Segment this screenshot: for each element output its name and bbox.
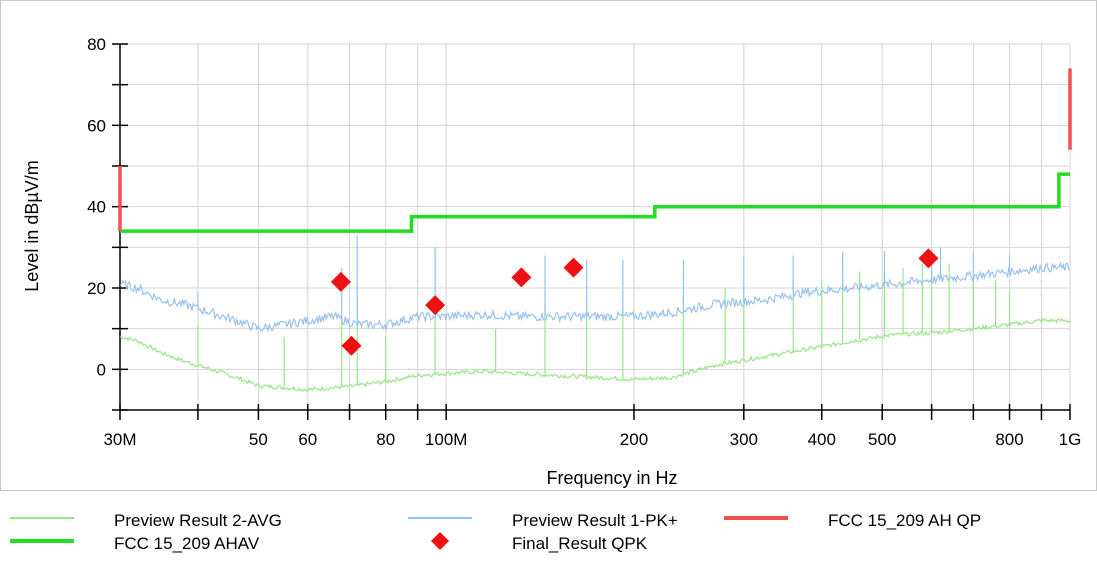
final-result-marker <box>563 257 584 278</box>
x-tick-label: 50 <box>249 430 268 449</box>
legend-label: FCC 15_209 AHAV <box>114 534 260 553</box>
series-avg-line <box>119 259 1071 393</box>
final-result-marker <box>341 335 362 356</box>
x-tick-label: 400 <box>808 430 836 449</box>
x-tick-label: 800 <box>995 430 1023 449</box>
final-result-marker <box>511 267 532 288</box>
y-tick-label: 80 <box>87 35 106 54</box>
x-tick-label: 100M <box>425 430 468 449</box>
x-tick-label: 1G <box>1059 430 1082 449</box>
y-tick-label: 0 <box>97 360 106 379</box>
y-tick-label: 40 <box>87 198 106 217</box>
final-result-marker <box>918 248 939 269</box>
x-tick-label: 200 <box>620 430 648 449</box>
y-tick-label: 20 <box>87 279 106 298</box>
series-pk-line <box>119 235 1071 333</box>
final-result-marker <box>425 295 446 316</box>
x-tick-label: 30M <box>103 430 136 449</box>
legend-label: Final_Result QPK <box>512 534 648 553</box>
legend-swatch <box>431 532 449 550</box>
series-layer <box>118 68 1072 393</box>
y-tick-label: 60 <box>87 116 106 135</box>
x-tick-label: 300 <box>730 430 758 449</box>
legend-label: Preview Result 2-AVG <box>114 511 282 530</box>
legend-label: Preview Result 1-PK+ <box>512 511 678 530</box>
x-axis-title: Frequency in Hz <box>546 468 677 488</box>
final-result-marker <box>330 271 351 292</box>
legend-label: FCC 15_209 AH QP <box>828 511 981 530</box>
axes: 0 20 40 60 80 30M 50 60 80 100M 200 300 400 500 800 1G <box>87 35 1081 449</box>
legend: Preview Result 2-AVG Preview Result 1-PK+… <box>10 511 981 553</box>
chart-frame <box>0 0 1097 491</box>
y-axis-title: Level in dBµV/m <box>22 160 42 291</box>
x-tick-label: 60 <box>298 430 317 449</box>
series-limit-av-line <box>120 172 1070 233</box>
marker-layer <box>330 248 939 356</box>
x-tick-label: 500 <box>868 430 896 449</box>
x-tick-label: 80 <box>376 430 395 449</box>
